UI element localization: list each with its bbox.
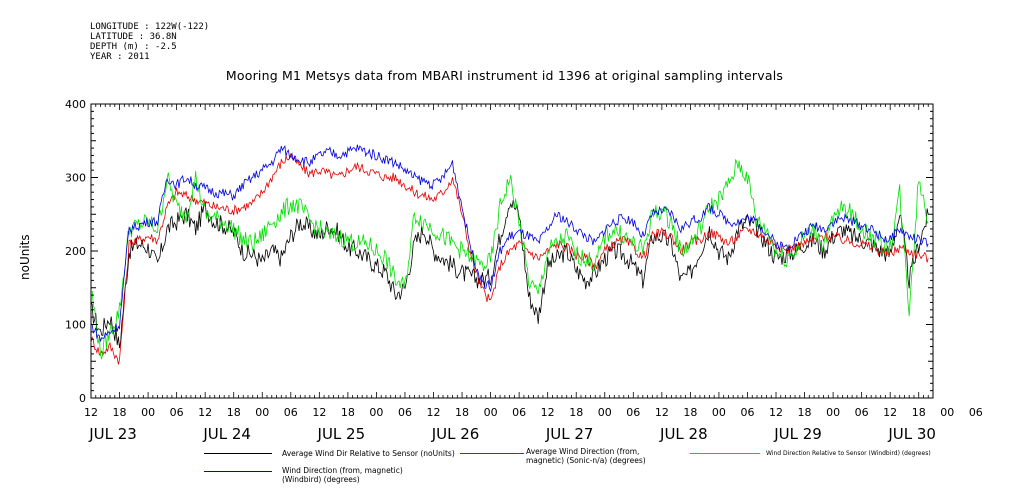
chart-title: Mooring M1 Metsys data from MBARI instru…	[225, 68, 784, 83]
x-hour-label: 06	[626, 406, 640, 419]
legend-label-blue: Wind Direction (from, magnetic) (Windbir…	[282, 466, 403, 484]
x-hour-label: 18	[683, 406, 697, 419]
x-hour-label: 00	[940, 406, 954, 419]
legend-label-green: Wind Direction Relative to Sensor (Windb…	[766, 450, 931, 457]
legend-swatch-black	[204, 453, 272, 454]
x-hour-label: 00	[598, 406, 612, 419]
x-hour-label: 00	[255, 406, 269, 419]
x-hour-label: 00	[826, 406, 840, 419]
x-hour-label: 06	[855, 406, 869, 419]
x-hour-label: 18	[227, 406, 241, 419]
x-day-label: JUL 28	[659, 425, 708, 443]
meta-latitude: LATITUDE : 36.8N	[90, 32, 177, 42]
y-tick-label: 400	[65, 98, 86, 111]
x-hour-label: 00	[369, 406, 383, 419]
y-tick-label: 0	[79, 392, 86, 405]
x-day-label: JUL 25	[317, 425, 366, 443]
plot-frame	[90, 103, 934, 399]
x-hour-label: 00	[141, 406, 155, 419]
x-hour-label: 18	[113, 406, 127, 419]
x-day-label: JUL 24	[202, 425, 251, 443]
legend-swatch-blue	[204, 471, 272, 472]
series-line-3	[90, 144, 929, 343]
x-day-label: JUL 26	[431, 425, 480, 443]
series-line-1	[90, 153, 929, 365]
y-tick-label: 300	[65, 172, 86, 185]
legend-label-red: Average Wind Direction (from, magnetic) …	[526, 447, 646, 465]
x-hour-label: 00	[484, 406, 498, 419]
x-hour-label: 06	[398, 406, 412, 419]
x-day-label: JUL 29	[773, 425, 822, 443]
y-tick-label: 200	[65, 245, 86, 258]
x-hour-label: 00	[712, 406, 726, 419]
x-hour-label: 12	[883, 406, 897, 419]
x-hour-label: 06	[284, 406, 298, 419]
x-day-label: JUL 30	[887, 425, 936, 443]
x-hour-label: 18	[912, 406, 926, 419]
x-hour-label: 06	[969, 406, 983, 419]
series-line-0	[90, 199, 929, 349]
x-hour-label: 18	[798, 406, 812, 419]
series-line-2	[90, 159, 929, 360]
legend-swatch-green	[690, 453, 760, 454]
x-hour-label: 06	[512, 406, 526, 419]
y-tick-label: 100	[65, 319, 86, 332]
meta-year: YEAR : 2011	[90, 52, 150, 62]
x-hour-label: 12	[312, 406, 326, 419]
x-hour-label: 18	[569, 406, 583, 419]
legend-swatch-red	[460, 453, 524, 454]
x-hour-label: 12	[84, 406, 98, 419]
x-hour-label: 06	[740, 406, 754, 419]
x-hour-label: 18	[341, 406, 355, 419]
legend-label-black: Average Wind Dir Relative to Sensor (noU…	[282, 449, 455, 458]
x-day-label: JUL 23	[88, 425, 137, 443]
meta-depth: DEPTH (m) : -2.5	[90, 42, 177, 52]
x-day-label: JUL 27	[545, 425, 594, 443]
meta-longitude: LONGITUDE : 122W(-122)	[90, 22, 210, 32]
x-hour-label: 12	[198, 406, 212, 419]
x-hour-label: 12	[655, 406, 669, 419]
x-hour-label: 12	[427, 406, 441, 419]
x-hour-label: 18	[455, 406, 469, 419]
x-hour-label: 12	[769, 406, 783, 419]
x-hour-label: 12	[541, 406, 555, 419]
x-hour-label: 06	[170, 406, 184, 419]
